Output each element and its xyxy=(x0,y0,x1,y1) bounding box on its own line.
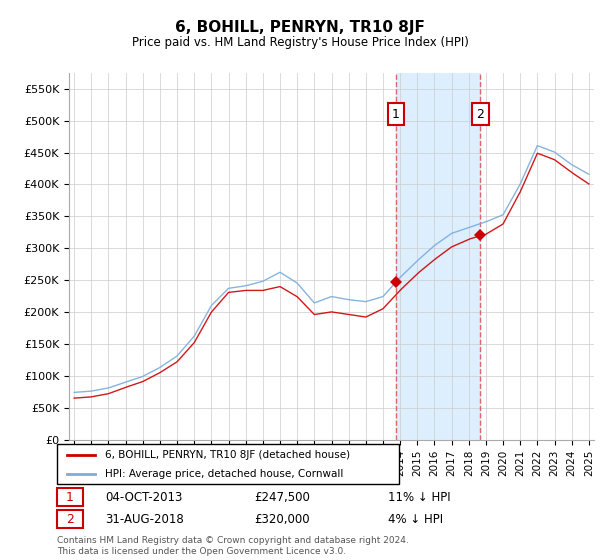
Text: 1: 1 xyxy=(392,108,400,121)
Text: HPI: Average price, detached house, Cornwall: HPI: Average price, detached house, Corn… xyxy=(105,469,343,478)
Text: 1: 1 xyxy=(66,491,74,504)
Text: 2: 2 xyxy=(476,108,484,121)
Text: Contains HM Land Registry data © Crown copyright and database right 2024.
This d: Contains HM Land Registry data © Crown c… xyxy=(57,536,409,556)
Text: 6, BOHILL, PENRYN, TR10 8JF: 6, BOHILL, PENRYN, TR10 8JF xyxy=(175,20,425,35)
Bar xyxy=(57,488,83,506)
Text: 4% ↓ HPI: 4% ↓ HPI xyxy=(388,512,443,526)
Text: Price paid vs. HM Land Registry's House Price Index (HPI): Price paid vs. HM Land Registry's House … xyxy=(131,36,469,49)
Text: 11% ↓ HPI: 11% ↓ HPI xyxy=(388,491,451,504)
Text: 6, BOHILL, PENRYN, TR10 8JF (detached house): 6, BOHILL, PENRYN, TR10 8JF (detached ho… xyxy=(105,450,350,460)
Text: £320,000: £320,000 xyxy=(254,512,310,526)
Text: 2: 2 xyxy=(66,512,74,526)
Bar xyxy=(57,510,83,528)
Bar xyxy=(396,73,480,440)
Text: 31-AUG-2018: 31-AUG-2018 xyxy=(105,512,184,526)
Text: £247,500: £247,500 xyxy=(254,491,310,504)
Text: 04-OCT-2013: 04-OCT-2013 xyxy=(105,491,182,504)
